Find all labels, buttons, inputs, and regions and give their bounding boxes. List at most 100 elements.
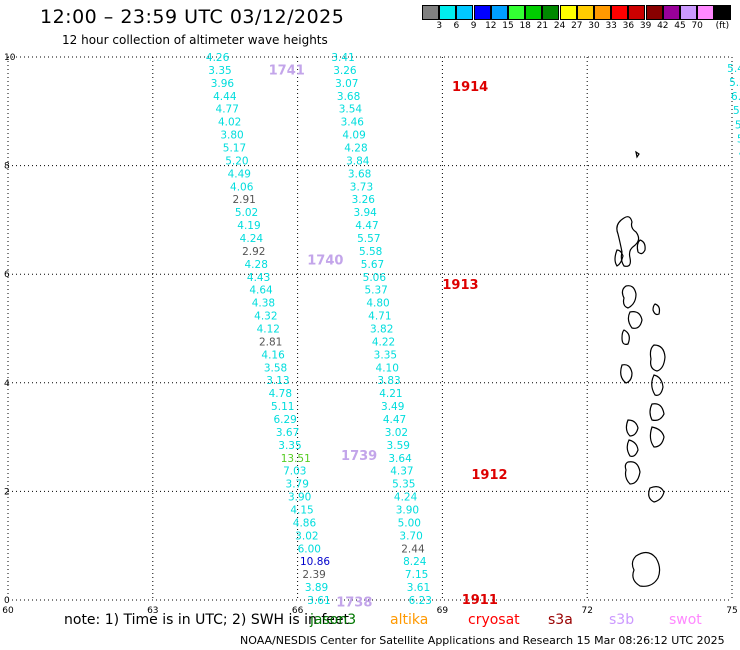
- wave-height-value: 6.23: [409, 595, 432, 607]
- wave-height-value: 3.89: [305, 582, 328, 594]
- wave-height-value: 4.15: [290, 505, 313, 517]
- chart-title: 12:00 – 23:59 UTC 03/12/2025: [40, 6, 345, 28]
- wave-height-value: 5.0: [737, 133, 740, 145]
- wave-height-value: 2.92: [242, 246, 265, 258]
- wave-height-value: 5.39: [733, 105, 740, 117]
- legend-tick-label: 33: [605, 21, 617, 31]
- island-outline: [620, 364, 633, 384]
- legend-tick-label: 15: [502, 21, 514, 31]
- wave-height-value: 13.51: [281, 453, 311, 465]
- legend-swatch: [525, 5, 543, 20]
- pass-time-label: 1741: [269, 64, 305, 79]
- wave-height-value: 3.82: [370, 324, 393, 336]
- y-tick-label: 0: [4, 596, 10, 606]
- altimeter-tracks: 4.263.353.964.444.774.023.805.175.204.49…: [206, 52, 740, 607]
- wave-height-value: 5.67: [361, 259, 384, 271]
- wave-height-value: 4.28: [344, 143, 367, 155]
- wave-height-value: 4.09: [342, 130, 365, 142]
- wave-height-value: 5.58: [359, 246, 382, 258]
- wave-height-value: 4.19: [237, 220, 260, 232]
- wave-height-value: 3.96: [211, 78, 235, 90]
- island-outline: [649, 403, 665, 421]
- wave-height-value: 4.02: [218, 117, 241, 129]
- legend-swatch: [473, 5, 491, 20]
- legend-tick-label: 3: [436, 21, 443, 31]
- island-outline: [621, 285, 637, 309]
- wave-height-value: 3.41: [331, 52, 354, 64]
- legend-tick-label: 45: [674, 21, 686, 31]
- pass-time-label: 1912: [471, 468, 507, 483]
- wave-height-value: 5.24: [729, 77, 740, 89]
- wave-height-value: 3.02: [385, 427, 408, 439]
- wave-height-value: 3.61: [407, 582, 430, 594]
- wave-height-value: 3.61: [307, 595, 330, 607]
- wave-height-value: 4.12: [257, 324, 280, 336]
- island-outline: [624, 461, 641, 485]
- wave-height-value: 3.46: [341, 117, 365, 129]
- wave-height-value: 3.73: [350, 181, 373, 193]
- pass-time-label: 1740: [307, 254, 343, 269]
- y-tick-label: 2: [4, 487, 10, 497]
- legend-swatch: [439, 5, 457, 20]
- wave-height-value: 3.35: [208, 65, 231, 77]
- legend-tick-label: 9: [470, 21, 477, 31]
- wave-height-value: 2.91: [232, 194, 255, 206]
- wave-height-value: 4.10: [376, 362, 399, 374]
- wave-height-value: 5.06: [363, 272, 387, 284]
- legend-tick-label: 42: [657, 21, 669, 31]
- island-outline: [626, 439, 639, 457]
- wave-height-value: 3.35: [278, 440, 301, 452]
- chart-subtitle: 12 hour collection of altimeter wave hei…: [62, 33, 328, 47]
- wave-height-value: 4.37: [390, 466, 413, 478]
- wave-height-value: 4.24: [240, 233, 264, 245]
- legend-swatch: [697, 5, 715, 20]
- legend-swatch: [576, 5, 594, 20]
- legend-tick-label: 27: [571, 21, 583, 31]
- wave-height-value: 7.15: [405, 569, 428, 581]
- legend-swatch: [680, 5, 697, 20]
- wave-height-value: 5.57: [357, 233, 380, 245]
- wave-height-value: 5.00: [398, 517, 421, 529]
- legend-tick-label: 21: [536, 21, 549, 31]
- satellite-swot-label: swot: [669, 612, 702, 628]
- pass-time-label: 1914: [452, 80, 488, 95]
- satellite-jason3-label: jason3: [310, 612, 357, 628]
- wave-height-value: 4.32: [254, 311, 277, 323]
- wave-height-value: 4.26: [206, 52, 230, 64]
- wave-height-value: 6.12: [731, 91, 740, 103]
- legend-tick-label: 36: [622, 21, 635, 31]
- wave-height-value: 5.43: [727, 63, 740, 75]
- legend-unit-label: (ft): [715, 21, 730, 31]
- x-tick-label: 72: [581, 606, 592, 616]
- satellite-s3b-label: s3b: [609, 612, 635, 628]
- wave-height-value: 3.83: [377, 375, 400, 387]
- legend-tick-label: 12: [485, 21, 497, 31]
- wave-height-value: 4.78: [269, 388, 292, 400]
- y-tick-label: 4: [4, 379, 10, 389]
- wave-height-value: 4.64: [249, 285, 273, 297]
- legend-swatch: [508, 5, 525, 20]
- island-outline: [649, 426, 665, 448]
- wave-height-value: 3.07: [335, 78, 358, 90]
- wave-height-value: 4.21: [379, 388, 402, 400]
- legend-swatch: [456, 5, 474, 20]
- wave-height-value: 5.35: [392, 479, 415, 491]
- wave-height-value: 5.20: [225, 155, 248, 167]
- x-tick-label: 66: [292, 606, 304, 616]
- wave-height-value: 4.22: [372, 336, 395, 348]
- wave-height-value: 5.02: [235, 207, 258, 219]
- wave-height-value: 5.3: [735, 119, 740, 131]
- x-tick-label: 75: [726, 606, 737, 616]
- legend-swatch: [714, 5, 732, 20]
- legend-swatch: [542, 5, 560, 20]
- wave-height-value: 3.79: [286, 479, 309, 491]
- footer-note: note: 1) Time is in UTC; 2) SWH is in fe…: [64, 612, 350, 628]
- legend-swatch: [422, 5, 439, 20]
- island-outline: [625, 419, 639, 437]
- wave-height-value: 3.90: [396, 505, 419, 517]
- wave-height-value: 4.71: [368, 311, 391, 323]
- wave-height-value: 4.43: [247, 272, 270, 284]
- wave-height-value: 4.49: [228, 168, 251, 180]
- pass-time-label: 1911: [462, 593, 498, 608]
- x-tick-label: 60: [2, 606, 14, 616]
